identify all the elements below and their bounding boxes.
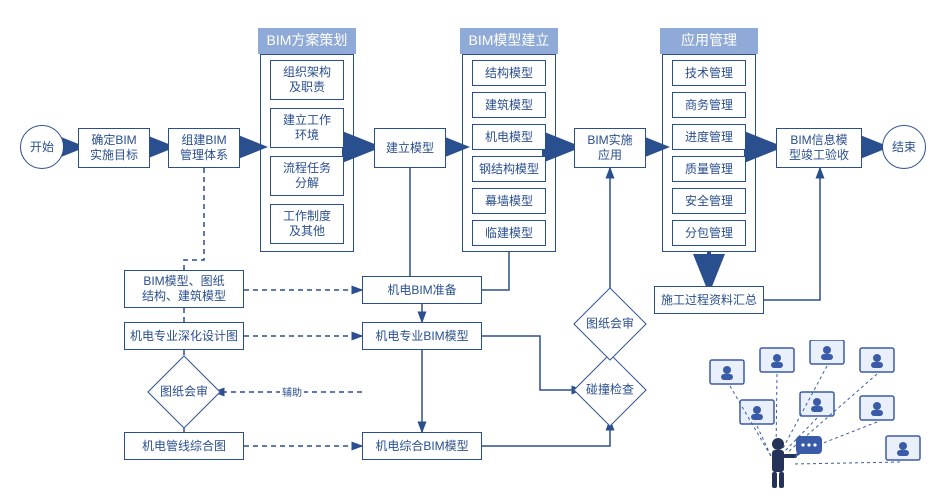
- decorative-illustration: [700, 340, 930, 490]
- header-manage: 应用管理: [660, 28, 758, 54]
- header-model: BIM模型建立: [460, 28, 558, 54]
- end-node: 结束: [882, 125, 926, 169]
- lower-l3-diamond: 图纸会审: [158, 366, 210, 418]
- start-label: 开始: [30, 140, 54, 155]
- col2-item-5: 临建模型: [472, 220, 546, 246]
- lower-l4: 机电管线综合图: [124, 432, 244, 460]
- step-build-system: 组建BIM 管理体系: [168, 128, 240, 168]
- col2-item-1: 建筑模型: [472, 92, 546, 118]
- lower-l1: BIM模型、图纸 结构、建筑模型: [124, 270, 244, 308]
- col2-item-3: 钢结构模型: [472, 156, 546, 182]
- col3-item-1: 商务管理: [672, 92, 746, 118]
- col2-item-2: 机电模型: [472, 124, 546, 150]
- step-bim-final: BIM信息模 型竣工验收: [776, 128, 862, 168]
- col2-item-4: 幕墙模型: [472, 188, 546, 214]
- end-label: 结束: [892, 140, 916, 155]
- col3-item-5: 分包管理: [672, 220, 746, 246]
- col1-item-3: 工作制度 及其他: [270, 204, 344, 244]
- lower-l2: 机电专业深化设计图: [124, 322, 244, 350]
- col1-item-1: 建立工作 环境: [270, 108, 344, 148]
- flowchart-container: { "type": "flowchart", "colors": { "bord…: [0, 0, 944, 500]
- lower-m1: 机电BIM准备: [362, 276, 482, 304]
- step-build-model: 建立模型: [374, 128, 446, 168]
- lower-r1-diamond: 碰撞检查: [584, 364, 636, 416]
- start-node: 开始: [20, 125, 64, 169]
- col3-item-4: 安全管理: [672, 188, 746, 214]
- col3-item-0: 技术管理: [672, 60, 746, 86]
- lower-r2-diamond: 图纸会审: [584, 298, 636, 350]
- step-confirm-goal: 确定BIM 实施目标: [78, 128, 150, 168]
- lower-summary: 施工过程资料汇总: [654, 286, 764, 314]
- aux-label: 辅助: [280, 384, 304, 399]
- col2-item-0: 结构模型: [472, 60, 546, 86]
- col1-item-2: 流程任务 分解: [270, 156, 344, 196]
- col3-item-3: 质量管理: [672, 156, 746, 182]
- header-plan: BIM方案策划: [258, 28, 356, 54]
- col1-item-0: 组织架构 及职责: [270, 60, 344, 100]
- lower-m3: 机电综合BIM模型: [362, 432, 482, 460]
- lower-m2: 机电专业BIM模型: [362, 322, 482, 350]
- col3-item-2: 进度管理: [672, 124, 746, 150]
- step-bim-impl: BIM实施 应用: [574, 128, 646, 168]
